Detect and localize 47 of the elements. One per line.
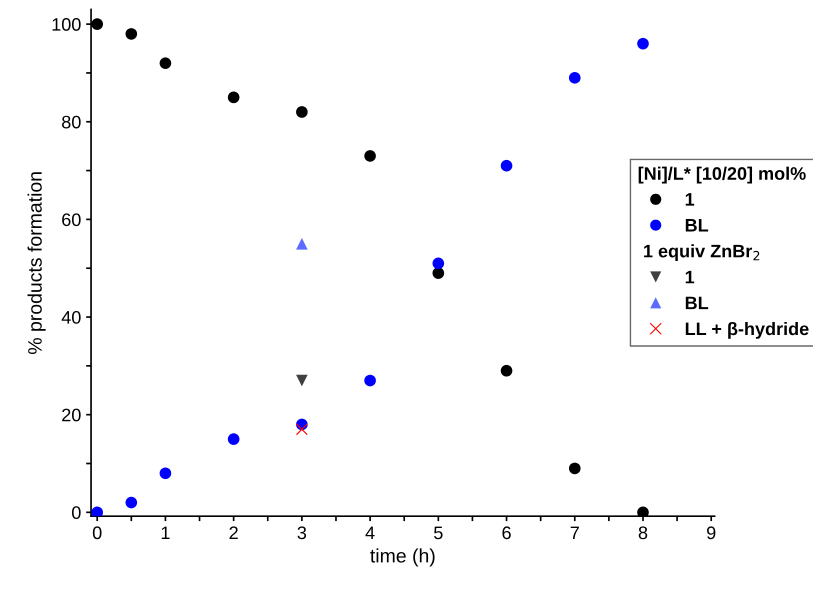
y-tick-label: 80 [62,116,81,128]
x-tick-label: 4 [365,526,375,540]
point [568,462,581,474]
point [568,72,581,84]
point [296,423,308,436]
point [296,238,308,250]
legend-label: BL [686,296,708,310]
x-tick-label: 9 [707,526,716,540]
point [91,18,104,30]
x-tick-label: 1 [162,526,170,540]
legend-label: 1 [686,193,694,206]
point [228,92,240,104]
point [637,38,649,50]
legend-title: [Ni]/L* [10/20] mol% [638,166,806,184]
point [126,496,138,508]
point [296,374,308,386]
point [160,57,172,69]
x-tick-label: 5 [434,526,443,540]
point [364,374,376,386]
legend-label: 1 [686,270,694,284]
x-tick-label: 6 [502,526,511,540]
x-tick-label: 3 [298,526,306,540]
legend-label: BL [686,219,708,232]
point [364,150,376,162]
point [296,106,308,118]
point [432,258,444,270]
point [500,364,512,377]
point [637,506,649,516]
point [91,506,104,516]
legend-label: LL + β-hydride [686,322,809,339]
x-tick-label: 8 [638,526,648,540]
x-tick-label: 7 [570,526,579,540]
point [228,433,240,445]
y-tick-label: 0 [72,506,81,520]
point [432,267,444,279]
point [126,28,138,40]
y-tick-label: 20 [62,408,81,422]
y-tick-label: 60 [62,213,81,226]
x-axis-title: time (h) [370,548,435,566]
annotation: 1 equiv ZnBr$_{2}$ [644,244,760,262]
y-tick-label: 40 [62,310,81,324]
y-tick-label: 100 [52,18,81,31]
point [160,467,172,480]
x-tick-label: 2 [230,526,238,540]
point [500,160,512,172]
x-tick-label: 0 [92,526,102,540]
y-axis-title: % products formation [28,172,46,354]
